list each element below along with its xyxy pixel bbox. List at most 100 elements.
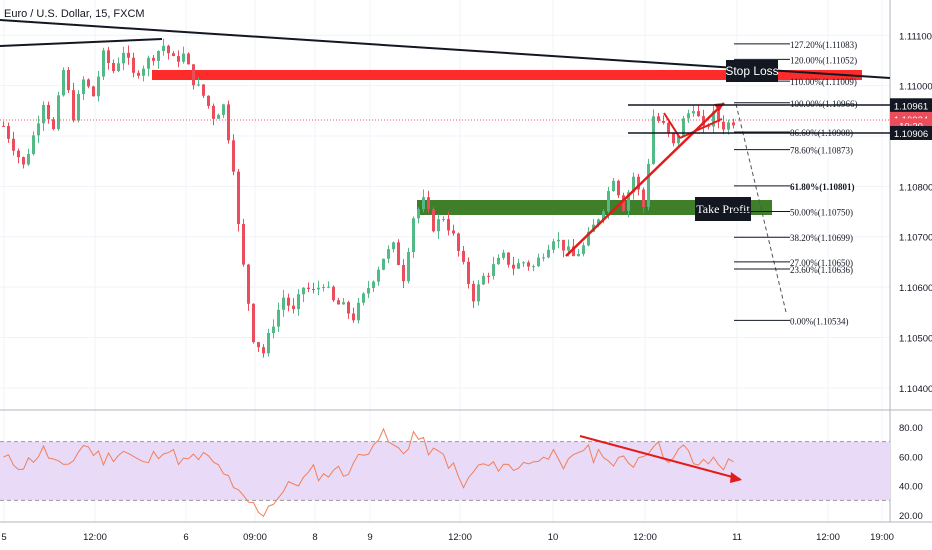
candle-body: [47, 104, 50, 120]
candle: [422, 189, 425, 213]
candle: [267, 328, 270, 357]
candle: [297, 289, 300, 316]
rsi-divergence-line: [579, 435, 741, 480]
candle: [252, 303, 255, 344]
candle-body: [302, 287, 305, 295]
time-axis-tick: 11: [732, 532, 742, 543]
time-axis-tick: 10: [548, 532, 559, 543]
candle-body: [312, 289, 315, 291]
candle-body: [77, 93, 80, 121]
candle-body: [567, 246, 570, 251]
candle-body: [132, 57, 135, 73]
candle-body: [572, 246, 575, 257]
axes-layer: 1.111001.110001.109001.108001.107001.106…: [1, 31, 932, 543]
candle-body: [287, 297, 290, 306]
candle-body: [352, 313, 355, 321]
candle: [342, 298, 345, 305]
rsi-panel: [0, 427, 890, 518]
candle: [337, 297, 340, 305]
candle-body: [367, 288, 370, 294]
candle-body: [537, 257, 540, 267]
candle-body: [557, 239, 560, 242]
candle-body: [307, 287, 310, 290]
candle: [427, 190, 430, 213]
candle-body: [332, 286, 335, 301]
candle: [42, 101, 45, 132]
price-axis-tick: 1.11100: [899, 31, 932, 42]
candle: [72, 82, 75, 123]
candle-body: [447, 219, 450, 231]
projection-dashed-line: [735, 103, 787, 313]
price-axis-tick: 1.11000: [899, 82, 932, 93]
candle: [217, 113, 220, 119]
candle: [37, 115, 40, 144]
candle-body: [152, 57, 155, 61]
candle: [122, 46, 125, 71]
candle: [197, 77, 200, 87]
candle: [432, 207, 435, 233]
candle-body: [212, 105, 215, 119]
fib-level: 61.80%(1.10801): [734, 182, 855, 192]
candle-body: [2, 125, 5, 127]
candle-body: [637, 176, 640, 190]
candle: [27, 148, 30, 166]
fib-label: 127.20%(1.11083): [790, 40, 857, 50]
candle: [287, 293, 290, 312]
candle: [537, 253, 540, 267]
candle-body: [407, 252, 410, 282]
candle-body: [337, 300, 340, 305]
candle: [412, 216, 415, 258]
candle: [257, 341, 260, 353]
candle: [157, 50, 160, 69]
candle-body: [577, 253, 580, 257]
candle: [562, 239, 565, 258]
candle-body: [357, 302, 360, 321]
candle: [447, 211, 450, 236]
time-axis-tick: 9: [367, 532, 372, 543]
candle-body: [552, 241, 555, 250]
candle: [437, 214, 440, 240]
candle-body: [412, 218, 415, 253]
candle: [317, 280, 320, 296]
candle-body: [732, 122, 735, 126]
candle: [17, 148, 20, 164]
candle: [102, 47, 105, 81]
candle-body: [242, 224, 245, 265]
fibonacci-levels[interactable]: 127.20%(1.11083) 120.00%(1.11052) 110.00%(…: [734, 40, 858, 327]
candle: [112, 59, 115, 74]
price-badge-text: 1.10906: [894, 129, 928, 140]
price-badge-text: 1.10961: [894, 101, 928, 112]
candle-body: [642, 189, 645, 207]
candle: [367, 280, 370, 299]
candle-body: [322, 287, 325, 289]
candle: [717, 108, 720, 129]
candle-body: [707, 125, 710, 127]
candle-body: [117, 63, 120, 72]
candle: [647, 158, 650, 211]
candle-body: [397, 242, 400, 265]
candle-body: [372, 281, 375, 289]
rsi-axis-tick: 80.00: [899, 423, 923, 434]
candle-body: [522, 262, 525, 264]
time-axis-tick: 12:00: [633, 532, 657, 543]
candle: [182, 46, 185, 64]
candle-body: [607, 191, 610, 212]
candle-body: [727, 122, 730, 130]
candle: [497, 254, 500, 265]
fib-label: 86.60%(1.10908): [790, 128, 853, 138]
fib-label: 78.60%(1.10873): [790, 146, 853, 156]
price-axis-tick: 1.10400: [899, 384, 932, 395]
time-axis-tick: 12:00: [816, 532, 840, 543]
candle-body: [232, 140, 235, 172]
candle: [622, 192, 625, 212]
rsi-axis-tick: 40.00: [899, 482, 923, 493]
candle: [312, 282, 315, 294]
candle-body: [62, 69, 65, 96]
candle: [2, 121, 5, 127]
candle: [127, 45, 130, 65]
candle: [192, 64, 195, 90]
candle: [272, 319, 275, 339]
candle: [12, 131, 15, 156]
candle-body: [217, 114, 220, 119]
